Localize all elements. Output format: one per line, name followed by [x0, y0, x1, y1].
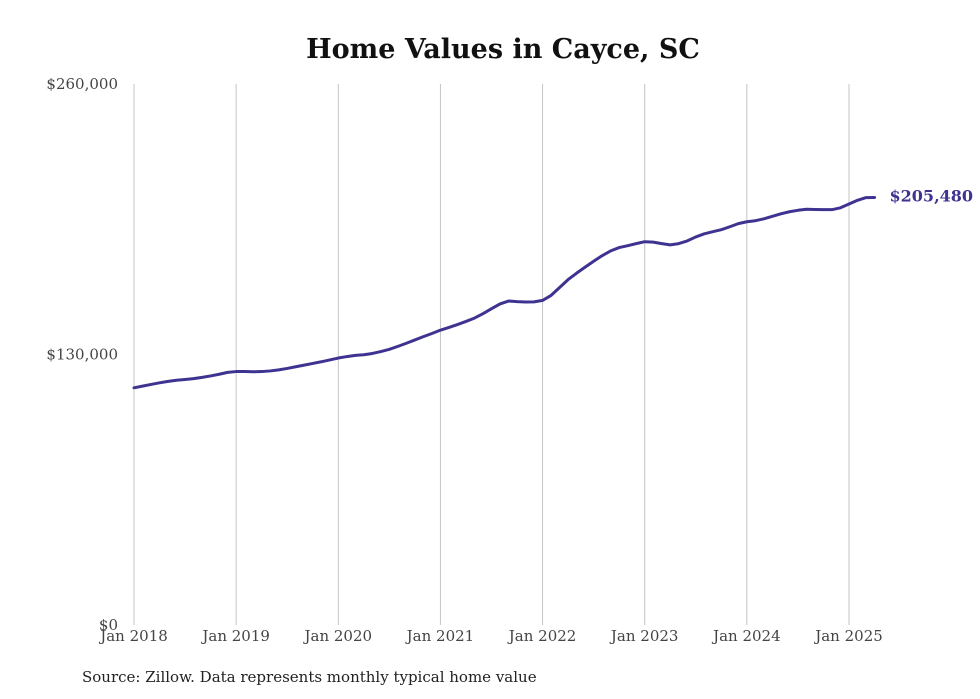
x-tick-label: Jan 2022 [507, 627, 577, 645]
series-line-home-value [132, 195, 877, 390]
y-tick-label: $0 [99, 616, 118, 634]
x-tick-label: Jan 2019 [200, 627, 270, 645]
y-tick-label: $260,000 [46, 75, 118, 93]
gridlines [133, 84, 850, 625]
line-chart: Home Values in Cayce, SC $0 $130,000 $260,… [46, 34, 974, 645]
y-tick-label: $130,000 [46, 346, 118, 364]
x-tick-label: Jan 2024 [711, 627, 781, 645]
series-group [132, 195, 877, 390]
end-value-label: $205,480 [890, 186, 974, 205]
chart-title: Home Values in Cayce, SC [306, 34, 700, 65]
x-axis-ticks: Jan 2018 Jan 2019 Jan 2020 Jan 2021 Jan 2022… [98, 627, 883, 645]
end-value-label-group: $205,480 [890, 186, 974, 205]
x-tick-label: Jan 2025 [813, 627, 883, 645]
x-tick-label: Jan 2018 [98, 627, 168, 645]
x-tick-label: Jan 2023 [609, 627, 679, 645]
x-tick-label: Jan 2021 [405, 627, 475, 645]
source-note: Source: Zillow. Data represents monthly … [82, 668, 537, 686]
x-tick-label: Jan 2020 [303, 627, 373, 645]
y-axis-ticks: $0 $130,000 $260,000 [46, 75, 118, 634]
